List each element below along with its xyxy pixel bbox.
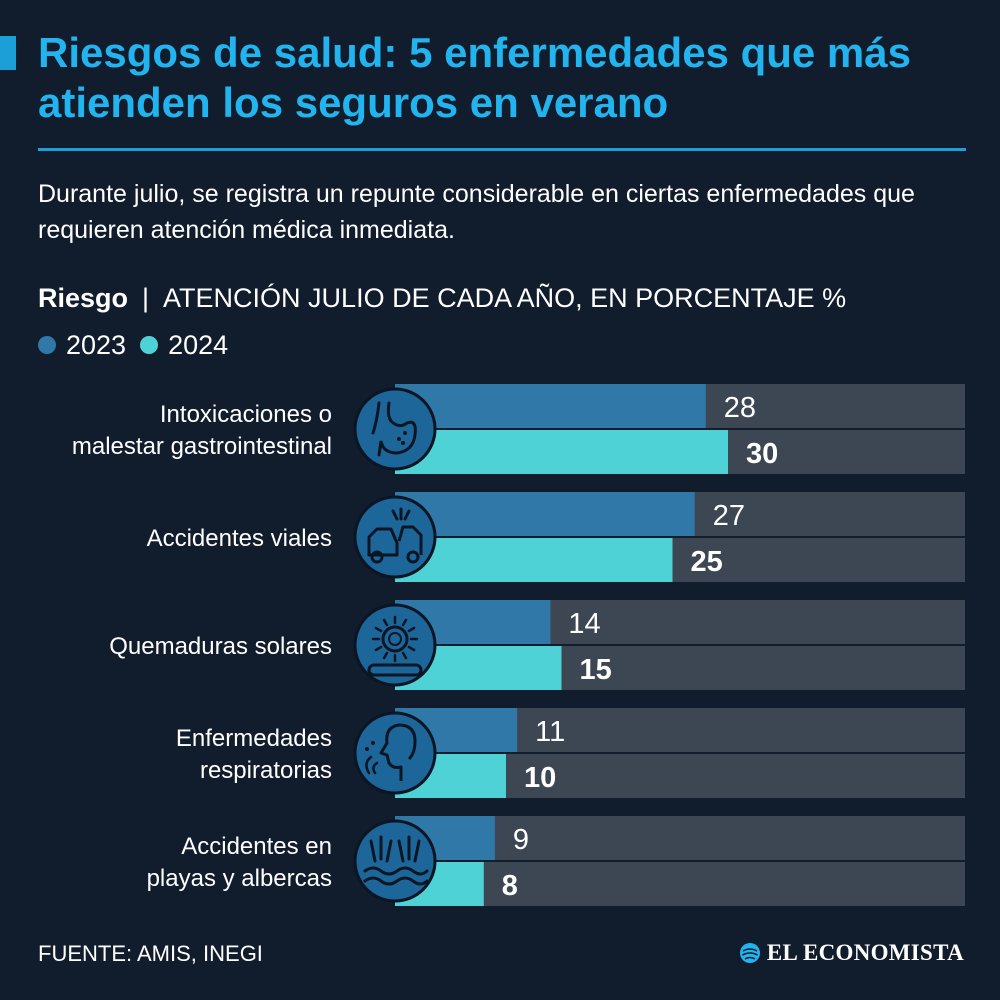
category-icon-circle bbox=[353, 387, 437, 471]
chart-row: Accidentes viales 27 25 bbox=[147, 492, 965, 582]
page-subtitle: Durante julio, se registra un repunte co… bbox=[38, 180, 915, 244]
source-note: FUENTE: AMIS, INEGI bbox=[38, 941, 263, 966]
brand-logo: EL ECONOMISTA bbox=[739, 940, 964, 966]
bar-2023 bbox=[395, 384, 706, 428]
stomach-icon bbox=[371, 401, 417, 457]
category-label: Accidentes viales bbox=[147, 525, 332, 552]
header-separator: | bbox=[142, 283, 150, 313]
car-crash-icon bbox=[367, 507, 423, 564]
data-label-2023: 11 bbox=[535, 716, 565, 748]
category-label: Quemaduras solares bbox=[109, 633, 332, 660]
bar-2024 bbox=[395, 538, 673, 582]
legend-label-2023: 2023 bbox=[66, 330, 127, 360]
brand-globe-icon bbox=[739, 943, 760, 963]
legend-label-2024: 2024 bbox=[168, 330, 229, 360]
category-label: Intoxicaciones o malestar gastrointestina… bbox=[72, 401, 332, 460]
chart-row: Intoxicaciones o malestar gastrointestina… bbox=[72, 384, 965, 474]
bar-2023 bbox=[395, 492, 695, 536]
data-label-2024: 15 bbox=[580, 654, 612, 686]
chart-header: Riesgo | ATENCIÓN JULIO DE CADA AÑO, EN PO… bbox=[38, 280, 846, 316]
brand-name: EL ECONOMISTA bbox=[766, 940, 964, 965]
category-icon-circle bbox=[353, 819, 437, 903]
data-label-2024: 25 bbox=[691, 546, 723, 578]
title-accent-bar bbox=[0, 36, 16, 70]
bar-2024 bbox=[395, 430, 728, 474]
chart-row: Enfermedades respiratorias 11 10 bbox=[176, 708, 965, 798]
data-label-2024: 10 bbox=[524, 762, 556, 794]
data-label-2023: 14 bbox=[568, 608, 600, 640]
page-title: Riesgos de salud: 5 enfermedades que más… bbox=[38, 29, 911, 126]
data-label-2024: 30 bbox=[746, 438, 778, 470]
legend-item-2023: 2023 bbox=[38, 328, 126, 362]
respiratory-icon bbox=[365, 723, 417, 781]
drowning-icon bbox=[363, 835, 429, 886]
chart-row: Accidentes en playas y albercas 9 8 bbox=[147, 816, 965, 906]
bar-track bbox=[395, 862, 965, 906]
category-label: Accidentes en playas y albercas bbox=[147, 833, 332, 892]
data-label-2023: 27 bbox=[713, 500, 745, 532]
data-label-2023: 9 bbox=[513, 824, 529, 856]
legend-dot-2023 bbox=[38, 336, 56, 354]
chart-row: Quemaduras solares 14 15 bbox=[109, 600, 965, 690]
header-unit: ATENCIÓN JULIO DE CADA AÑO, EN PORCENTAJ… bbox=[163, 283, 847, 313]
data-label-2023: 28 bbox=[724, 392, 756, 424]
chart-legend: 2023 2024 bbox=[38, 328, 242, 362]
legend-dot-2024 bbox=[140, 336, 159, 354]
bar-chart: Intoxicaciones o malestar gastrointestina… bbox=[72, 384, 965, 906]
category-label: Enfermedades respiratorias bbox=[176, 725, 332, 784]
legend-item-2024: 2024 bbox=[140, 328, 228, 362]
data-label-2024: 8 bbox=[502, 870, 518, 902]
sun-icon bbox=[367, 615, 423, 677]
header-label: Riesgo bbox=[38, 283, 129, 313]
title-divider bbox=[38, 148, 966, 151]
